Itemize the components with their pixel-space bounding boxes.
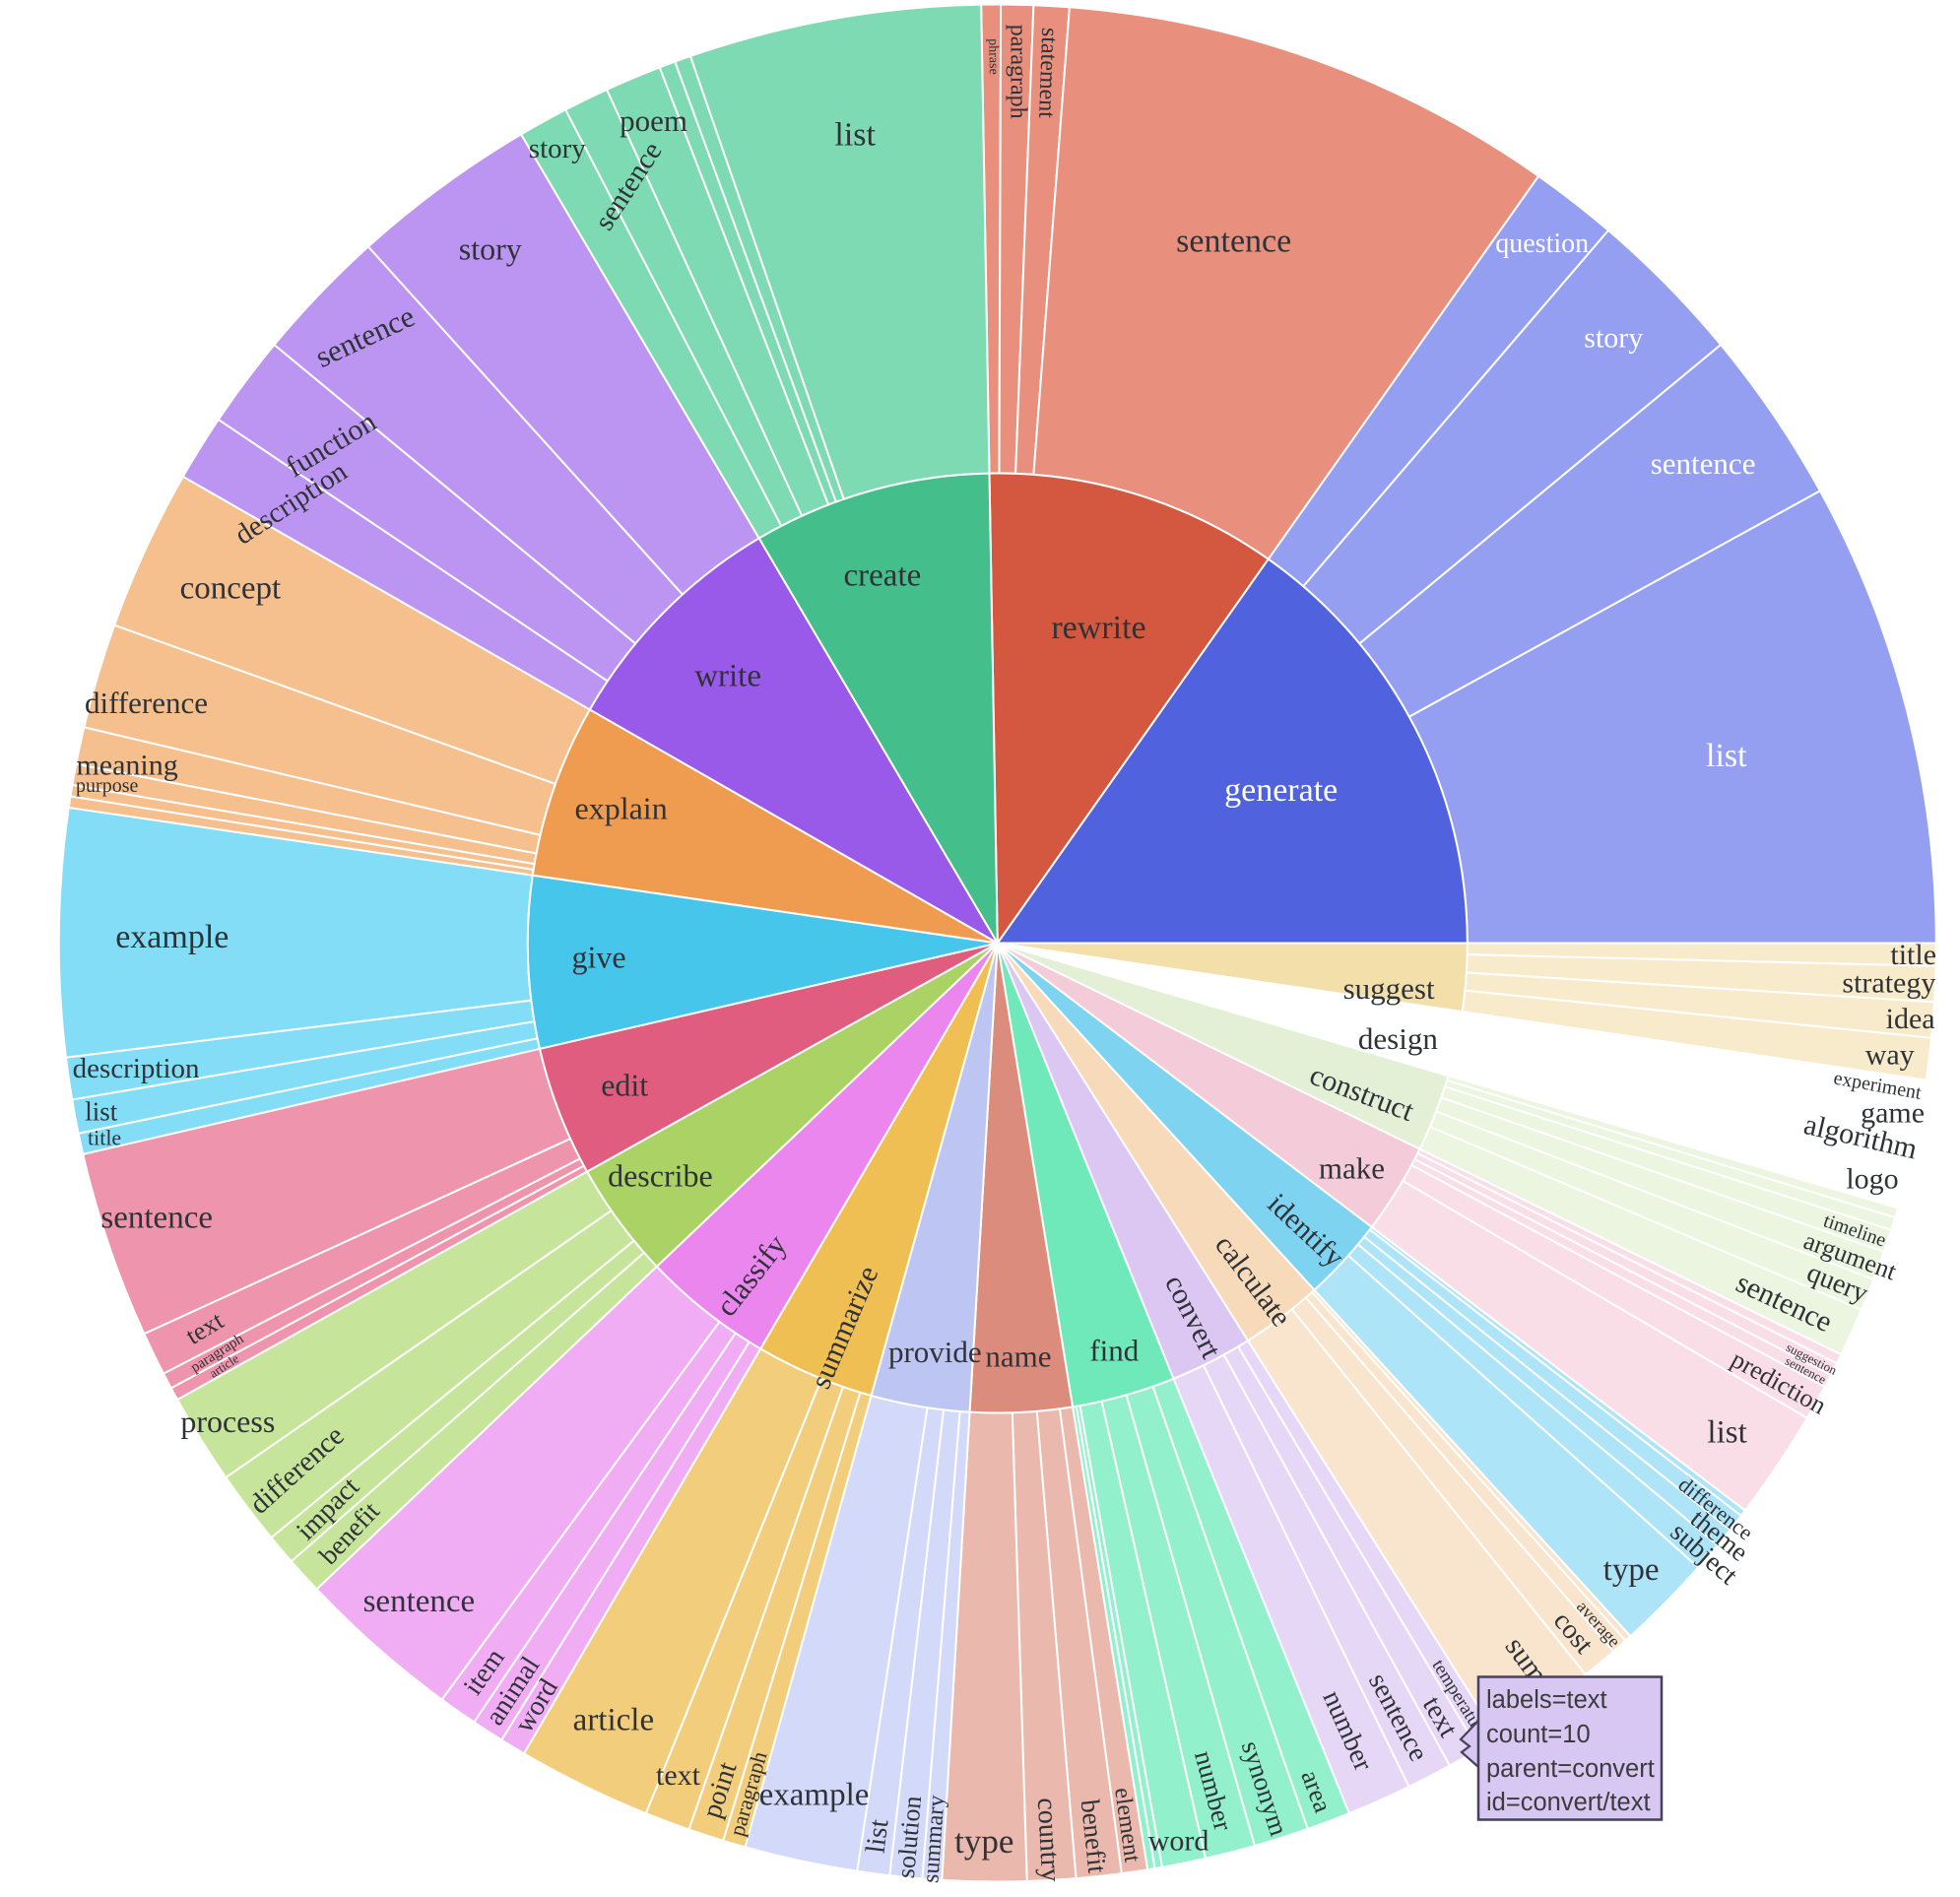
svg-text:story: story (529, 133, 587, 164)
svg-text:example: example (115, 919, 229, 955)
svg-text:purpose: purpose (76, 775, 138, 797)
svg-text:labels=text: labels=text (1486, 1686, 1607, 1714)
svg-text:list: list (85, 1097, 118, 1127)
svg-text:list: list (834, 117, 876, 154)
svg-text:story: story (1584, 321, 1643, 354)
svg-text:give: give (571, 940, 625, 975)
svg-text:statement: statement (1033, 28, 1062, 119)
svg-text:describe: describe (608, 1158, 713, 1194)
svg-text:concept: concept (180, 571, 282, 607)
svg-text:list: list (861, 1817, 895, 1855)
svg-text:phrase: phrase (985, 38, 1001, 75)
svg-text:idea: idea (1886, 1003, 1935, 1035)
svg-text:type: type (1603, 1552, 1660, 1588)
svg-text:title: title (1890, 939, 1936, 971)
svg-text:find: find (1089, 1333, 1139, 1367)
svg-text:edit: edit (601, 1067, 648, 1102)
svg-text:count=10: count=10 (1486, 1721, 1591, 1748)
svg-text:provide: provide (888, 1335, 982, 1369)
svg-text:example: example (759, 1778, 870, 1813)
svg-text:parent=convert: parent=convert (1486, 1755, 1655, 1783)
svg-text:question: question (1495, 229, 1589, 259)
svg-text:article: article (573, 1702, 654, 1737)
svg-text:logo: logo (1846, 1163, 1898, 1196)
svg-text:country: country (1031, 1797, 1066, 1882)
svg-text:sentence: sentence (1176, 223, 1291, 259)
svg-text:type: type (954, 1822, 1013, 1861)
svg-text:rewrite: rewrite (1051, 610, 1145, 646)
svg-text:sentence: sentence (363, 1584, 476, 1619)
svg-text:suggest: suggest (1343, 971, 1435, 1006)
svg-text:explain: explain (575, 791, 668, 826)
svg-text:sentence: sentence (100, 1201, 213, 1236)
svg-text:list: list (1707, 1414, 1746, 1450)
svg-text:title: title (88, 1126, 121, 1150)
svg-text:game: game (1861, 1097, 1925, 1130)
svg-text:summary: summary (918, 1795, 949, 1884)
svg-text:paragraph: paragraph (1006, 25, 1031, 119)
svg-text:difference: difference (85, 686, 208, 720)
svg-text:write: write (694, 659, 761, 694)
svg-text:strategy: strategy (1842, 966, 1935, 999)
svg-text:generate: generate (1224, 772, 1338, 809)
svg-text:story: story (459, 231, 522, 267)
svg-text:make: make (1319, 1150, 1385, 1185)
svg-text:description: description (73, 1053, 200, 1084)
svg-text:sentence: sentence (1651, 446, 1756, 481)
svg-text:create: create (844, 557, 922, 593)
svg-text:word: word (1148, 1825, 1209, 1858)
svg-text:design: design (1358, 1021, 1438, 1056)
svg-text:way: way (1865, 1039, 1915, 1072)
svg-text:text: text (656, 1759, 701, 1792)
svg-text:name: name (985, 1340, 1051, 1374)
svg-text:id=convert/text: id=convert/text (1486, 1789, 1651, 1816)
svg-text:poem: poem (620, 103, 687, 138)
svg-text:process: process (180, 1404, 275, 1439)
svg-text:list: list (1706, 738, 1747, 774)
svg-text:meaning: meaning (76, 749, 177, 781)
